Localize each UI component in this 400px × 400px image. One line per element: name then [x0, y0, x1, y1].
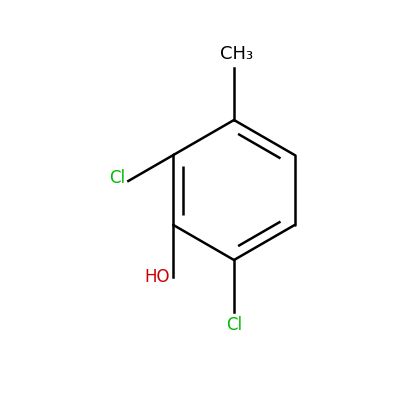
- Text: Cl: Cl: [226, 316, 242, 334]
- Text: Cl: Cl: [109, 169, 125, 187]
- Text: HO: HO: [144, 268, 169, 286]
- Text: CH₃: CH₃: [220, 45, 254, 63]
